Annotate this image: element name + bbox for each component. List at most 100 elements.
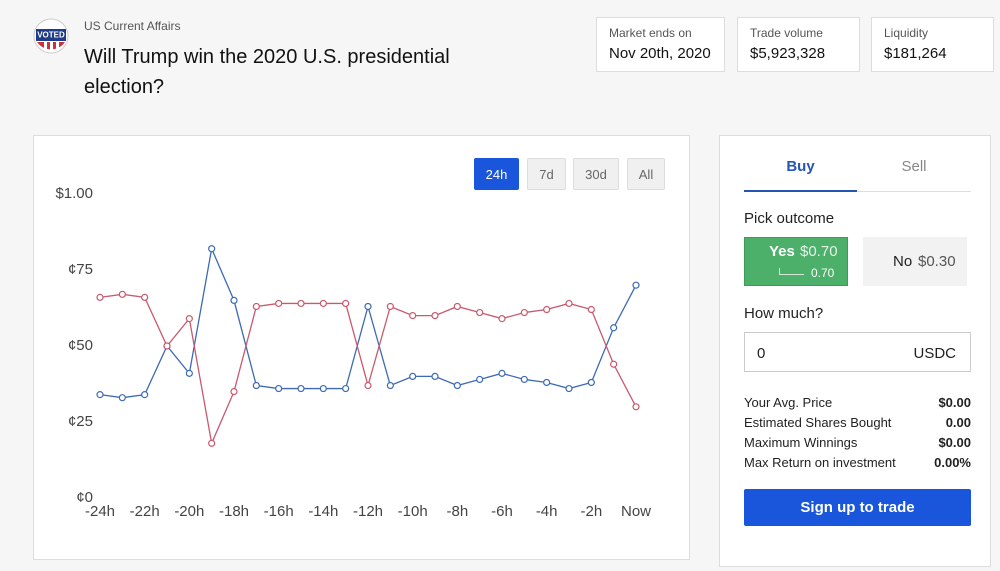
data-point — [498, 315, 506, 323]
no-price: $0.30 — [918, 253, 956, 270]
x-tick-label: -14h — [308, 503, 338, 520]
yes-sub: 0.70 — [811, 266, 835, 280]
yes-price: $0.70 — [800, 243, 838, 260]
data-point — [96, 293, 104, 301]
row-value: $0.00 — [938, 435, 971, 450]
summary-row: Max Return on investment 0.00% — [744, 455, 971, 470]
tab-buy[interactable]: Buy — [744, 158, 857, 192]
stat-value: $181,264 — [884, 45, 947, 62]
row-label: Estimated Shares Bought — [744, 415, 892, 430]
data-point — [476, 375, 484, 384]
stat-card: Market ends on Nov 20th, 2020 — [596, 17, 725, 72]
y-tick-label: ¢25 — [68, 413, 93, 430]
range-button[interactable]: 7d — [527, 158, 566, 190]
data-point — [543, 305, 551, 314]
x-tick-label: -6h — [491, 503, 513, 520]
row-value: $0.00 — [938, 395, 971, 410]
data-point — [587, 378, 595, 387]
data-point — [610, 360, 618, 368]
data-point — [230, 296, 238, 304]
voted-icon: VOTED — [33, 18, 69, 54]
data-point — [208, 245, 216, 253]
data-point — [431, 372, 439, 380]
data-point — [632, 403, 640, 411]
stat-card: Trade volume $5,923,328 — [737, 17, 860, 72]
data-point — [319, 299, 327, 308]
data-point — [520, 375, 528, 384]
series-line — [99, 246, 637, 399]
data-point — [297, 299, 305, 308]
stat-label: Market ends on — [609, 26, 692, 40]
no-button[interactable]: No $0.30 — [863, 237, 967, 286]
y-tick-label: ¢50 — [68, 337, 93, 354]
data-point — [453, 302, 461, 311]
tab-sell[interactable]: Sell — [857, 158, 971, 192]
data-point — [185, 369, 193, 377]
x-tick-label: -10h — [398, 503, 428, 520]
data-point — [275, 384, 283, 393]
data-point — [565, 299, 573, 308]
currency: USDC — [913, 345, 956, 362]
data-point — [409, 312, 417, 320]
data-point — [565, 384, 573, 393]
data-point — [342, 384, 350, 393]
data-point — [163, 342, 171, 350]
stat-label: Liquidity — [884, 26, 929, 40]
x-tick-label: -16h — [264, 503, 294, 520]
summary-row: Your Avg. Price $0.00 — [744, 395, 971, 410]
chart: ¢0 ¢25 ¢50 ¢75 $1.00 -24h -22h -20h -18h -16h -14h… — [55, 185, 651, 520]
range-button[interactable]: All — [627, 158, 665, 190]
row-value: 0.00% — [934, 455, 971, 470]
data-point — [543, 378, 551, 387]
data-point — [141, 293, 149, 301]
range-button[interactable]: 30d — [573, 158, 619, 190]
market-title: Will Trump win the 2020 U.S. presidentia… — [84, 46, 450, 98]
data-point — [364, 302, 372, 311]
sparkline — [779, 268, 804, 275]
data-point — [453, 381, 461, 390]
data-point — [319, 384, 327, 393]
data-point — [386, 302, 394, 311]
amount-label: How much? — [744, 305, 824, 322]
summary-row: Estimated Shares Bought 0.00 — [744, 415, 971, 430]
signup-button[interactable]: Sign up to trade — [744, 489, 971, 526]
data-point — [476, 308, 484, 317]
stat-card: Liquidity $181,264 — [871, 17, 994, 72]
data-point — [520, 308, 528, 317]
y-tick-label: ¢75 — [68, 261, 93, 278]
icon-banner — [36, 29, 66, 41]
row-label: Your Avg. Price — [744, 395, 833, 410]
data-point — [431, 312, 439, 320]
data-point — [208, 439, 216, 447]
x-tick-label: -22h — [130, 503, 160, 520]
x-tick-label: -8h — [446, 503, 468, 520]
icon-stripe — [44, 42, 47, 51]
icon-stripe — [56, 42, 59, 51]
stat-value: $5,923,328 — [750, 45, 826, 62]
data-point — [409, 372, 417, 380]
amount-input[interactable]: 0 USDC — [744, 332, 971, 372]
x-tick-label: -18h — [219, 503, 249, 520]
stat-value: Nov 20th, 2020 — [609, 45, 711, 62]
y-tick-label: $1.00 — [55, 185, 93, 202]
category: US Current Affairs — [84, 19, 181, 33]
x-tick-label: -12h — [353, 503, 383, 520]
data-point — [118, 394, 126, 402]
data-point — [230, 388, 238, 396]
icon-stripe — [50, 42, 53, 52]
x-tick-label: Now — [621, 503, 651, 520]
data-point — [587, 305, 595, 314]
series-line — [99, 293, 637, 446]
data-point — [386, 381, 394, 390]
x-tick-label: -4h — [536, 503, 558, 520]
yes-button[interactable]: Yes $0.70 0.70 — [744, 237, 848, 286]
data-point — [96, 391, 104, 399]
chart-card — [33, 135, 690, 560]
no-label: No — [893, 253, 913, 270]
data-point — [141, 391, 149, 399]
x-tick-label: -20h — [174, 503, 204, 520]
range-button[interactable]: 24h — [474, 158, 519, 190]
data-point — [610, 324, 618, 332]
row-label: Maximum Winnings — [744, 435, 858, 450]
data-point — [498, 369, 506, 377]
